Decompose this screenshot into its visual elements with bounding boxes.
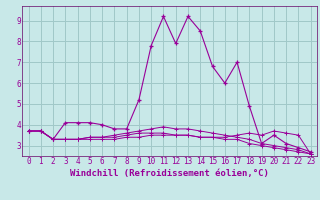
X-axis label: Windchill (Refroidissement éolien,°C): Windchill (Refroidissement éolien,°C): [70, 169, 269, 178]
